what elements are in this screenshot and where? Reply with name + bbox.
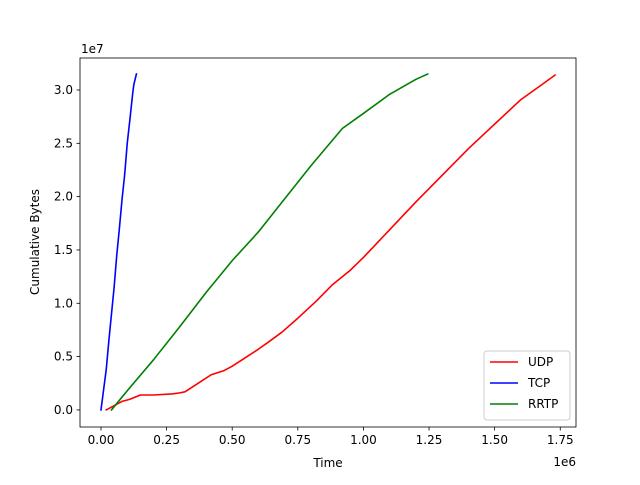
x-tick-label: 0.75: [284, 433, 311, 447]
series-line-rrtp: [110, 72, 429, 412]
series-line-tcp: [100, 73, 138, 411]
legend-label-tcp: TCP: [527, 376, 550, 390]
y-tick-label: 0.5: [54, 350, 73, 364]
x-tick-label: 1.50: [481, 433, 508, 447]
x-tick-label: 1.00: [350, 433, 377, 447]
x-tick-label: 0.00: [88, 433, 115, 447]
y-tick-label: 1.0: [54, 296, 73, 310]
x-tick-label: 1.75: [547, 433, 574, 447]
series-lines: [100, 72, 557, 412]
y-axis-ticks: 0.0 0.5 1.0 1.5 2.0 2.5 3.0: [54, 83, 80, 417]
x-tick-label: 0.50: [219, 433, 246, 447]
legend-items: UDP TCP RRTP: [490, 355, 558, 411]
y-tick-label: 1.5: [54, 243, 73, 257]
y-axis-offset-label: 1e7: [81, 42, 104, 56]
legend-box: [483, 350, 571, 421]
y-tick-label: 2.0: [54, 190, 73, 204]
legend: UDP TCP RRTP: [483, 350, 571, 421]
x-tick-label: 0.25: [153, 433, 180, 447]
plot-frame: [79, 57, 577, 428]
legend-label-rrtp: RRTP: [528, 397, 558, 411]
series-line-udp: [105, 73, 557, 412]
y-tick-label: 2.5: [54, 136, 73, 150]
x-axis-label: Time: [312, 456, 342, 470]
y-tick-label: 3.0: [54, 83, 73, 97]
x-tick-label: 1.25: [416, 433, 443, 447]
x-axis-ticks: 0.00 0.25 0.50 0.75 1.00 1.25 1.50 1.75: [88, 427, 574, 447]
legend-label-udp: UDP: [528, 355, 553, 369]
x-axis-offset-label: 1e6: [553, 455, 576, 469]
y-tick-label: 0.0: [54, 403, 73, 417]
y-axis-label: Cumulative Bytes: [28, 189, 42, 295]
